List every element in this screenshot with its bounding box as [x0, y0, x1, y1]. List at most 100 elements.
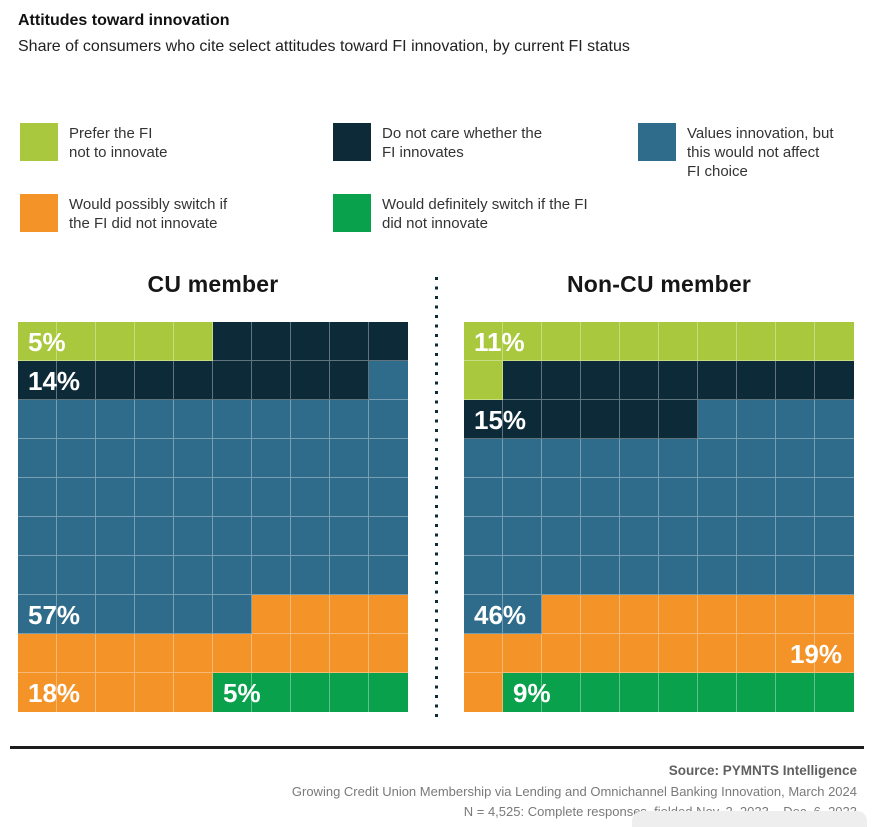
waffle-cell: [542, 595, 581, 634]
waffle-cell: [18, 517, 57, 556]
value-label: 5%: [223, 678, 261, 708]
waffle-cell: [503, 361, 542, 400]
value-label: 14%: [28, 366, 81, 396]
waffle-cell: [96, 400, 135, 439]
waffle-cell: [213, 634, 252, 673]
dotted-divider: [435, 277, 438, 718]
waffle-cell: [698, 595, 737, 634]
value-label: 11%: [474, 327, 525, 357]
waffle-cell: [698, 400, 737, 439]
waffle-cell: [18, 556, 57, 595]
waffle-cell: [291, 439, 330, 478]
waffle-cell: [369, 400, 408, 439]
waffle-cell: [776, 556, 815, 595]
waffle-cell: [330, 634, 369, 673]
waffle-cell: [620, 634, 659, 673]
waffle-cell: [776, 322, 815, 361]
waffle-cell: [737, 517, 776, 556]
waffle-cell: [330, 439, 369, 478]
waffle-cell: [503, 556, 542, 595]
waffle-cell: [815, 478, 854, 517]
waffle-cell: [698, 673, 737, 712]
waffle-cell: [620, 400, 659, 439]
waffle-cell: [581, 361, 620, 400]
waffle-cell: [581, 556, 620, 595]
waffle-cell: [815, 634, 854, 673]
watermark-shape: [632, 811, 867, 827]
waffle-cell: [174, 322, 213, 361]
legend-item-prefer-fi-not-to-innovate: Prefer the FI not to innovate: [20, 123, 333, 181]
waffle-cell: [252, 673, 291, 712]
waffle-cell: [252, 361, 291, 400]
waffle-cell: [581, 322, 620, 361]
waffle-cell: [369, 556, 408, 595]
waffle-cell: [96, 478, 135, 517]
chart-title-cu-member: CU member: [147, 271, 279, 297]
waffle-cell: [659, 595, 698, 634]
legend: Prefer the FI not to innovate Do not care…: [20, 123, 865, 233]
waffle-cell: [542, 400, 581, 439]
value-label: 19%: [789, 639, 842, 669]
waffle-cell: [464, 322, 503, 361]
waffle-cell: [330, 517, 369, 556]
value-label: 5%: [28, 327, 66, 357]
waffle-cell: [18, 361, 57, 400]
legend-label: Do not care whether the FI innovates: [382, 125, 543, 161]
waffle-cell: [291, 556, 330, 595]
waffle-cell: [737, 673, 776, 712]
waffle-cell: [213, 478, 252, 517]
waffle-cell: [213, 517, 252, 556]
waffle-cell: [96, 673, 135, 712]
waffle-cell: [57, 439, 96, 478]
waffle-cell: [815, 439, 854, 478]
waffle-cell: [252, 595, 291, 634]
legend-swatch: [333, 194, 371, 232]
waffle-cell: [737, 322, 776, 361]
waffle-cell: [96, 439, 135, 478]
waffle-cell: [213, 595, 252, 634]
waffle-cell: [815, 556, 854, 595]
waffle-cell: [503, 595, 542, 634]
legend-item-do-not-care-whether-fi-innovates: Do not care whether the FI innovates: [333, 123, 638, 181]
page-subtitle: Share of consumers who cite select attit…: [18, 38, 630, 55]
waffle-cell: [737, 439, 776, 478]
waffle-cell: [620, 517, 659, 556]
waffle-chart-non-cu-member: 11% 15% 46% 19% 9%: [464, 322, 854, 712]
waffle-cell: [369, 673, 408, 712]
legend-swatch: [20, 194, 58, 232]
waffle-cell: [330, 595, 369, 634]
waffle-cell: [542, 361, 581, 400]
waffle-cell: [18, 439, 57, 478]
waffle-cell: [252, 517, 291, 556]
waffle-chart-cu-member: 5% 14% 57% 18% 5%: [18, 322, 408, 712]
waffle-cell: [330, 400, 369, 439]
waffle-cell: [659, 322, 698, 361]
waffle-cell: [57, 361, 96, 400]
legend-label: Would definitely switch if the FI did no…: [382, 196, 588, 232]
legend-label: Would possibly switch if the FI did not …: [69, 196, 228, 232]
value-label: 46%: [474, 600, 527, 630]
waffle-cell: [698, 556, 737, 595]
waffle-cell: [291, 673, 330, 712]
waffle-cell: [698, 439, 737, 478]
waffle-cell: [213, 439, 252, 478]
waffle-cell: [581, 634, 620, 673]
waffle-cell: [135, 361, 174, 400]
waffle-cell: [369, 478, 408, 517]
legend-label: Values innovation, but this would not af…: [687, 125, 834, 180]
value-label: 9%: [513, 678, 551, 708]
waffle-cell: [581, 595, 620, 634]
waffle-cell: [96, 322, 135, 361]
legend-swatch: [638, 123, 676, 161]
waffle-cell: [620, 673, 659, 712]
waffle-cell: [174, 595, 213, 634]
waffle-cell: [369, 361, 408, 400]
waffle-cell: [291, 400, 330, 439]
waffle-cell: [659, 361, 698, 400]
waffle-cell: [620, 439, 659, 478]
waffle-cell: [330, 673, 369, 712]
waffle-cell: [174, 673, 213, 712]
waffle-cell: [18, 634, 57, 673]
legend-swatch: [333, 123, 371, 161]
waffle-cell: [57, 556, 96, 595]
